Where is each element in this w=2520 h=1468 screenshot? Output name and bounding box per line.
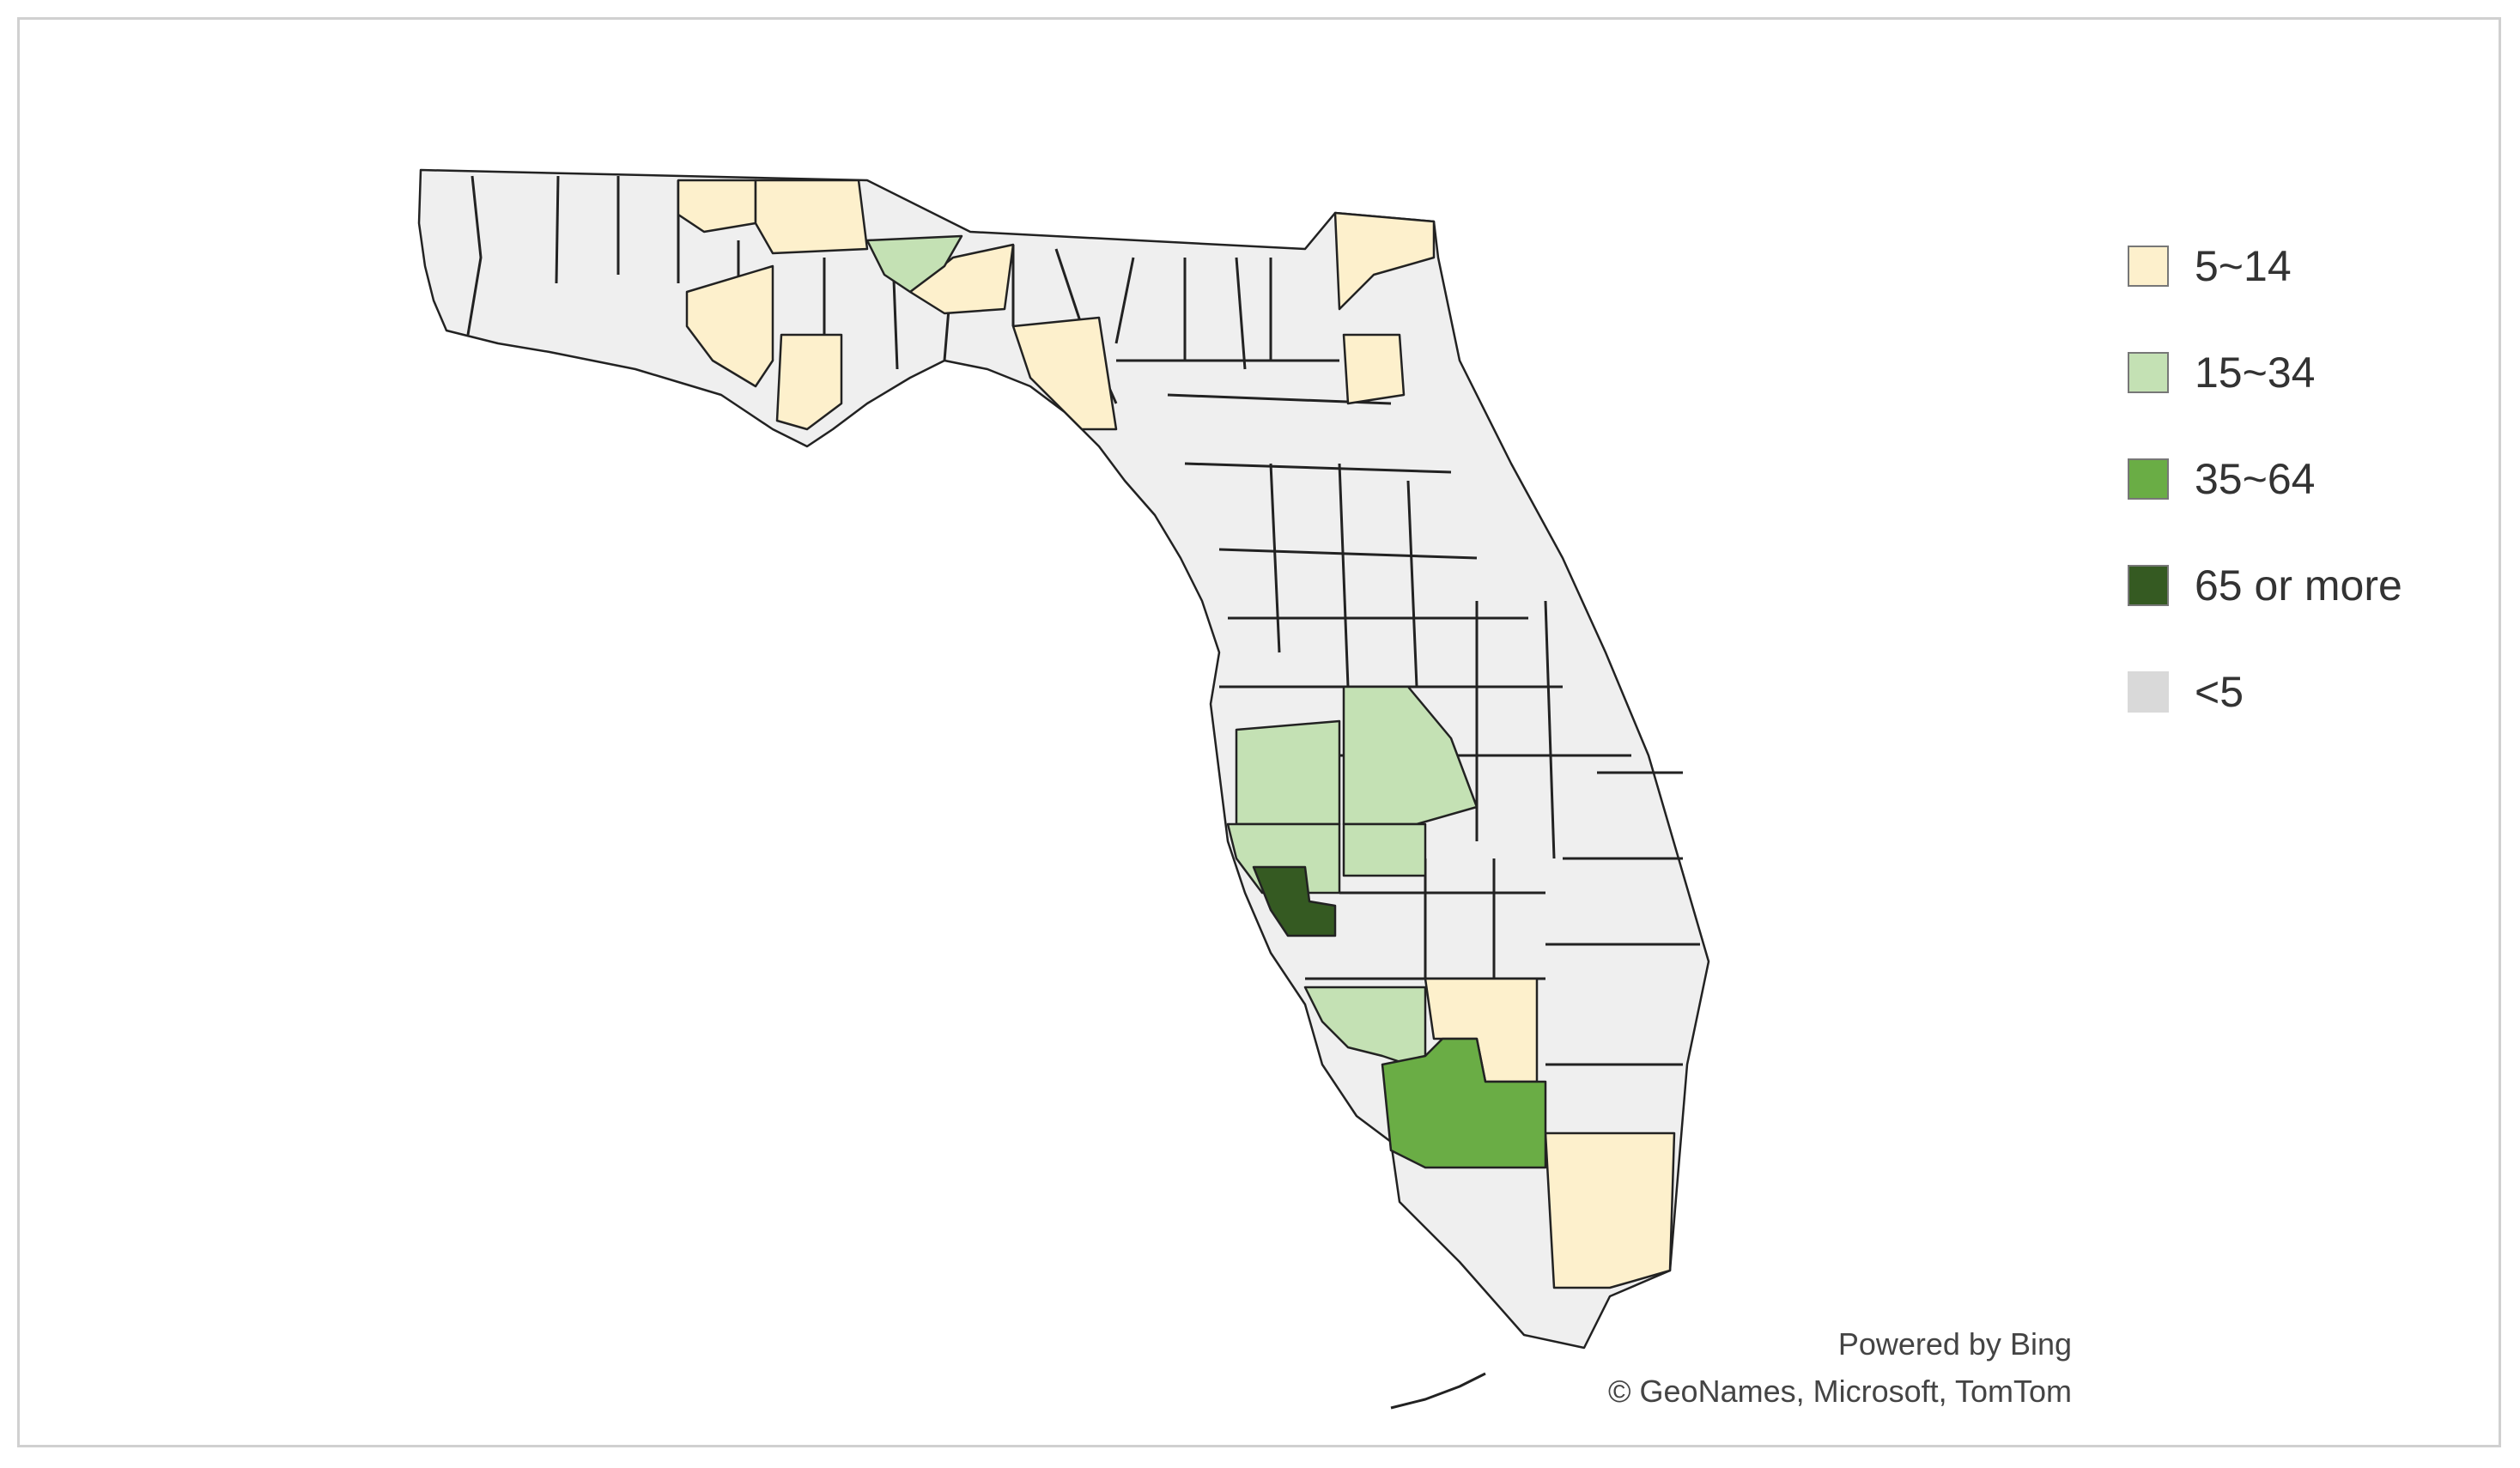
legend-item-65-or-more: 65 or more xyxy=(2128,532,2488,639)
legend-swatch xyxy=(2128,352,2169,393)
county xyxy=(1303,986,1427,1066)
county xyxy=(1235,719,1341,826)
legend-swatch xyxy=(2128,458,2169,500)
county xyxy=(1544,1131,1676,1289)
attribution-copyright: © GeoNames, Microsoft, TomTom xyxy=(1608,1374,2072,1409)
county xyxy=(685,264,774,388)
county xyxy=(754,179,869,255)
county-line xyxy=(1269,463,1281,653)
county xyxy=(1381,1037,1547,1169)
county-line xyxy=(1114,257,1135,344)
legend-label: 65 or more xyxy=(2195,561,2402,610)
county xyxy=(1342,822,1427,877)
keys-chain xyxy=(1390,1372,1486,1410)
legend-item-under-5: <5 xyxy=(2128,639,2488,745)
county xyxy=(1333,211,1436,311)
county-line xyxy=(555,175,560,284)
counties-5-14 xyxy=(677,179,1676,1289)
map-legend: 5~14 15~34 35~64 65 or more <5 xyxy=(2128,213,2488,745)
county xyxy=(865,234,963,294)
county-line xyxy=(1406,480,1418,688)
legend-label: <5 xyxy=(2195,668,2244,716)
panhandle-county-lines xyxy=(466,175,1700,1066)
legend-item-5-14: 5~14 xyxy=(2128,213,2488,319)
legend-label: 35~64 xyxy=(2195,455,2316,503)
county xyxy=(1011,316,1118,431)
legend-item-35-64: 35~64 xyxy=(2128,426,2488,532)
legend-swatch xyxy=(2128,246,2169,287)
county-line xyxy=(1338,463,1350,688)
legend-label: 5~14 xyxy=(2195,242,2292,290)
attribution-powered-by: Powered by Bing xyxy=(1837,1326,2072,1362)
county xyxy=(1252,865,1337,937)
counties-35-64 xyxy=(1381,1037,1547,1169)
county-line xyxy=(1544,600,1556,859)
county-line xyxy=(1184,462,1452,474)
county xyxy=(1342,333,1406,405)
legend-swatch xyxy=(2128,671,2169,713)
county xyxy=(677,179,757,234)
county-line xyxy=(1218,548,1478,560)
county xyxy=(775,333,843,431)
county-line xyxy=(1235,257,1247,370)
counties-65-or-more xyxy=(1252,865,1337,937)
legend-label: 15~34 xyxy=(2195,349,2316,397)
florida-keys xyxy=(1390,1372,1486,1410)
county-line xyxy=(466,175,483,336)
legend-item-15-34: 15~34 xyxy=(2128,319,2488,426)
legend-swatch xyxy=(2128,565,2169,606)
